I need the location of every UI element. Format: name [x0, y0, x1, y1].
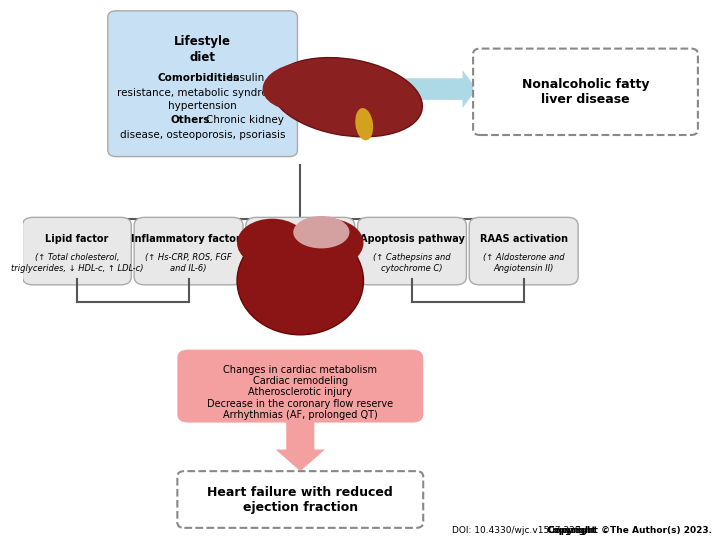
Ellipse shape [271, 58, 423, 137]
Text: Heart failure with reduced
ejection fraction: Heart failure with reduced ejection frac… [208, 485, 393, 514]
FancyBboxPatch shape [246, 217, 355, 285]
FancyBboxPatch shape [177, 471, 423, 528]
Ellipse shape [355, 108, 373, 140]
Text: Atherosclerotic injury: Atherosclerotic injury [248, 388, 352, 397]
Text: : Insulin: : Insulin [223, 73, 264, 83]
Text: hypertension: hypertension [168, 101, 237, 111]
Text: Nonalcoholic fatty
liver disease: Nonalcoholic fatty liver disease [522, 78, 649, 106]
Polygon shape [333, 70, 476, 108]
Text: Decrease in the coronary flow reserve: Decrease in the coronary flow reserve [207, 399, 393, 409]
FancyBboxPatch shape [134, 217, 243, 285]
Text: (↑ Total cholesterol,
triglycerides, ↓ HDL-c, ↑ LDL-c): (↑ Total cholesterol, triglycerides, ↓ H… [11, 253, 143, 273]
FancyBboxPatch shape [473, 49, 698, 135]
Text: RAAS activation: RAAS activation [480, 234, 568, 244]
Text: Changes in cardiac metabolism: Changes in cardiac metabolism [224, 365, 378, 375]
Text: Prothrombotic factors: Prothrombotic factors [240, 234, 361, 244]
Text: resistance, metabolic syndrome,: resistance, metabolic syndrome, [118, 88, 288, 98]
Text: (↑ PAI-1, ↑ FVIII): (↑ PAI-1, ↑ FVIII) [265, 259, 335, 267]
Text: (↑ Hs-CRP, ROS, FGF
and IL-6): (↑ Hs-CRP, ROS, FGF and IL-6) [145, 253, 232, 273]
FancyBboxPatch shape [23, 217, 131, 285]
Text: (↑ Cathepsins and
cytochrome C): (↑ Cathepsins and cytochrome C) [373, 253, 451, 273]
Polygon shape [276, 417, 325, 471]
Text: Others: Others [170, 115, 210, 125]
FancyBboxPatch shape [357, 217, 466, 285]
Text: Inflammatory factors: Inflammatory factors [131, 234, 246, 244]
Text: Arrhythmias (AF, prolonged QT): Arrhythmias (AF, prolonged QT) [223, 410, 378, 420]
Text: diet: diet [189, 51, 216, 64]
FancyBboxPatch shape [469, 217, 578, 285]
Text: disease, osteoporosis, psoriasis: disease, osteoporosis, psoriasis [120, 130, 285, 140]
Ellipse shape [293, 219, 364, 267]
Text: Copyright: Copyright [547, 525, 597, 535]
Text: Cardiac remodeling: Cardiac remodeling [253, 376, 348, 386]
Text: Lifestyle: Lifestyle [174, 35, 231, 48]
Ellipse shape [263, 62, 346, 111]
Text: Apoptosis pathway: Apoptosis pathway [359, 234, 465, 244]
Text: : Chronic kidney: : Chronic kidney [199, 115, 284, 125]
Text: DOI: 10.4330/wjc.v15.i7.328: DOI: 10.4330/wjc.v15.i7.328 [452, 525, 581, 535]
Text: (↑ Aldosterone and
Angiotensin II): (↑ Aldosterone and Angiotensin II) [483, 253, 565, 273]
Text: Comorbidities: Comorbidities [158, 73, 240, 83]
FancyBboxPatch shape [177, 350, 423, 422]
Ellipse shape [293, 216, 349, 248]
Ellipse shape [237, 219, 307, 267]
Text: Lipid factor: Lipid factor [45, 234, 109, 244]
Text: Copyright ©The Author(s) 2023.: Copyright ©The Author(s) 2023. [548, 525, 712, 535]
Ellipse shape [237, 227, 364, 335]
FancyBboxPatch shape [107, 11, 298, 157]
